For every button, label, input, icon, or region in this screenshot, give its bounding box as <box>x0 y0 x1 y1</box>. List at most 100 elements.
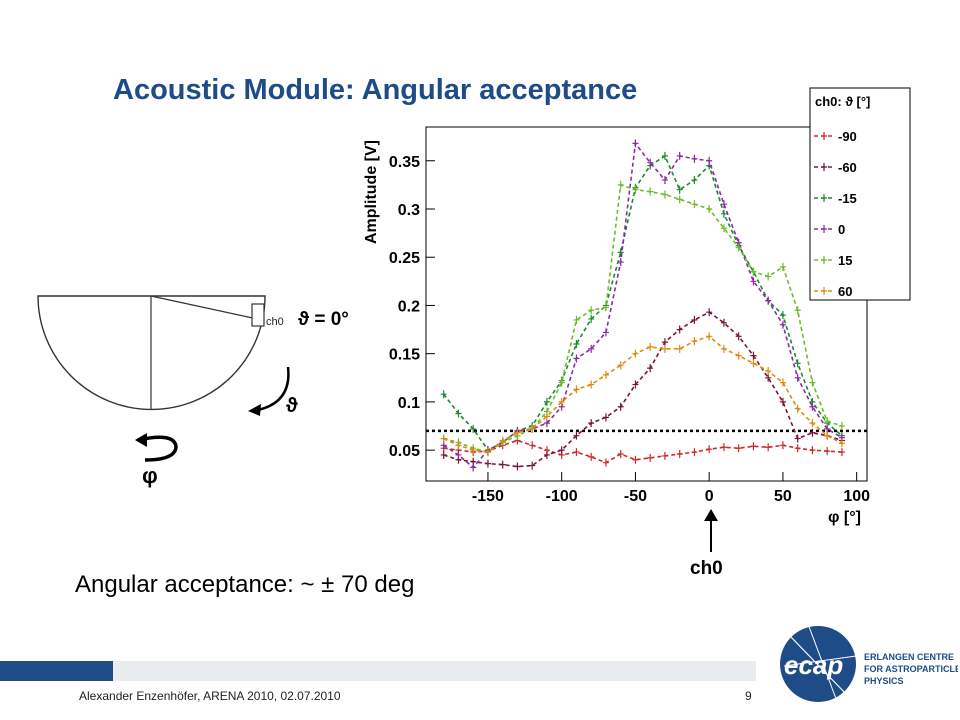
data-point <box>558 378 565 387</box>
data-point <box>691 315 698 324</box>
data-point <box>676 449 683 458</box>
logo-line-1: ERLANGEN CENTRE <box>864 652 954 662</box>
data-point <box>794 359 801 368</box>
theta-label: ϑ <box>286 395 298 417</box>
data-point <box>617 248 624 257</box>
data-point <box>455 450 462 459</box>
data-point <box>750 277 757 286</box>
data-point <box>573 354 580 363</box>
data-point <box>794 444 801 453</box>
data-point <box>838 448 845 457</box>
y-tick-label: 0.15 <box>389 347 420 364</box>
data-point <box>691 200 698 209</box>
data-point <box>691 154 698 163</box>
data-point <box>661 338 668 347</box>
data-point <box>632 139 639 148</box>
series-0 <box>440 139 845 472</box>
slide-title: Acoustic Module: Angular acceptance <box>113 74 638 106</box>
data-point <box>573 315 580 324</box>
data-point <box>543 450 550 459</box>
plot-frame <box>425 126 868 482</box>
data-point <box>735 243 742 252</box>
y-axis-ticks: 0.05 0.1 0.15 0.2 0.25 0.3 0.35 <box>389 154 435 460</box>
data-point <box>573 340 580 349</box>
data-point <box>573 385 580 394</box>
legend-label: -90 <box>838 129 857 144</box>
data-point <box>647 158 654 167</box>
data-point <box>809 419 816 428</box>
data-point <box>440 390 447 399</box>
phi-label: φ <box>142 463 158 488</box>
data-point <box>676 151 683 160</box>
data-point <box>455 441 462 450</box>
data-point <box>750 442 757 451</box>
x-tick-label: -50 <box>624 488 647 505</box>
data-point <box>588 419 595 428</box>
data-point <box>750 359 757 368</box>
ecap-logo: ecap ERLANGEN CENTRE FOR ASTROPARTICLE P… <box>780 623 958 705</box>
data-point <box>588 344 595 353</box>
data-point <box>661 176 668 185</box>
legend-label: 15 <box>838 253 852 268</box>
data-point <box>676 195 683 204</box>
legend-marker <box>821 256 827 264</box>
data-point <box>470 446 477 455</box>
theta-arrowhead <box>248 404 261 416</box>
footer-light-bar <box>113 661 756 681</box>
data-point <box>558 397 565 406</box>
data-point <box>720 344 727 353</box>
data-point <box>484 459 491 468</box>
data-point <box>779 441 786 450</box>
data-point <box>676 325 683 334</box>
data-point <box>661 151 668 160</box>
y-tick-label: 0.25 <box>389 250 420 267</box>
legend-marker <box>821 132 827 140</box>
legend-items: -90 -60 -15 0 15 60 <box>814 129 857 299</box>
data-point <box>632 349 639 358</box>
legend-marker <box>821 194 827 202</box>
data-point <box>720 318 727 327</box>
data-point <box>499 436 506 445</box>
data-point <box>676 344 683 353</box>
legend-title: ch0: ϑ [°] <box>815 94 870 109</box>
data-point <box>691 448 698 457</box>
data-point <box>588 452 595 461</box>
x-axis-ticks: -150 -100 -50 0 50 100 <box>472 472 870 505</box>
legend-item: 0 <box>814 222 845 237</box>
legend-marker <box>821 225 827 233</box>
x-tick-label: -150 <box>472 488 504 505</box>
footer-text: Alexander Enzenhöfer, ARENA 2010, 02.07.… <box>79 689 341 703</box>
series-line <box>443 141 843 469</box>
legend-item: -60 <box>814 160 857 175</box>
data-point <box>647 364 654 373</box>
data-point <box>794 434 801 443</box>
y-tick-label: 0.1 <box>398 395 420 412</box>
data-point <box>617 180 624 189</box>
data-point <box>440 441 447 450</box>
data-point <box>617 402 624 411</box>
data-point <box>661 190 668 199</box>
data-point <box>779 262 786 271</box>
theta-zero-label: ϑ = 0° <box>298 309 349 330</box>
data-point <box>676 185 683 194</box>
data-point <box>647 342 654 351</box>
data-point <box>794 306 801 315</box>
module-sketch: ch0 ϑ = 0° ϑ φ <box>37 295 349 488</box>
data-point <box>794 373 801 382</box>
legend-item: 15 <box>814 253 852 268</box>
legend-box: ch0: ϑ [°] -90 -60 -15 0 15 60 <box>809 87 911 301</box>
series-line <box>443 439 842 464</box>
data-point <box>617 361 624 370</box>
data-point <box>720 224 727 233</box>
data-point <box>543 397 550 406</box>
data-point <box>735 351 742 360</box>
data-point <box>779 397 786 406</box>
y-tick-label: 0.35 <box>389 154 420 171</box>
data-point <box>484 448 491 457</box>
x-axis-label: φ [°] <box>828 509 861 526</box>
data-point <box>765 373 772 382</box>
data-point <box>455 409 462 418</box>
series-group <box>440 139 845 472</box>
data-point <box>602 458 609 467</box>
data-point <box>543 419 550 428</box>
